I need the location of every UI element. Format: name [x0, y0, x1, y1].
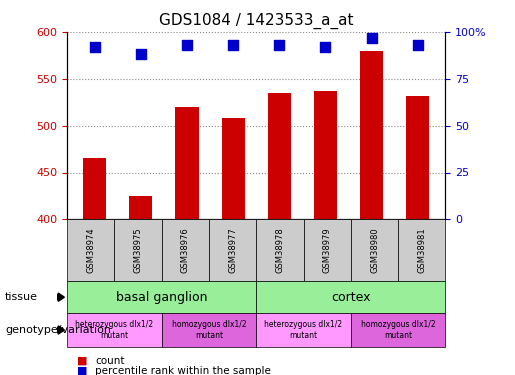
Text: GSM38974: GSM38974 — [86, 228, 95, 273]
Point — [368, 34, 376, 40]
Bar — [176, 107, 198, 219]
Text: GSM38981: GSM38981 — [417, 228, 426, 273]
Text: ■: ■ — [77, 356, 88, 366]
Bar — [129, 196, 152, 219]
Point — [136, 51, 145, 57]
Text: cortex: cortex — [331, 291, 371, 304]
Text: GSM38977: GSM38977 — [228, 227, 237, 273]
Text: homozygous dlx1/2
mutant: homozygous dlx1/2 mutant — [171, 320, 246, 340]
Point — [321, 44, 330, 50]
Bar — [360, 51, 383, 219]
Bar — [314, 91, 337, 219]
Text: GSM38975: GSM38975 — [133, 228, 143, 273]
Point — [229, 42, 237, 48]
Bar — [406, 96, 430, 219]
Text: ■: ■ — [77, 366, 88, 375]
Point — [275, 42, 283, 48]
Title: GDS1084 / 1423533_a_at: GDS1084 / 1423533_a_at — [159, 13, 353, 29]
Point — [414, 42, 422, 48]
Text: count: count — [95, 356, 125, 366]
Point — [183, 42, 191, 48]
Point — [91, 44, 99, 50]
Text: GSM38979: GSM38979 — [323, 228, 332, 273]
Text: genotype/variation: genotype/variation — [5, 325, 111, 335]
Bar — [268, 93, 291, 219]
Text: GSM38976: GSM38976 — [181, 227, 190, 273]
Text: GSM38978: GSM38978 — [276, 227, 284, 273]
Text: percentile rank within the sample: percentile rank within the sample — [95, 366, 271, 375]
Text: basal ganglion: basal ganglion — [116, 291, 208, 304]
Text: GSM38980: GSM38980 — [370, 228, 379, 273]
Bar — [221, 118, 245, 219]
Bar — [83, 158, 106, 219]
Text: homozygous dlx1/2
mutant: homozygous dlx1/2 mutant — [361, 320, 436, 340]
Text: heterozygous dlx1/2
mutant: heterozygous dlx1/2 mutant — [75, 320, 153, 340]
Text: tissue: tissue — [5, 292, 38, 302]
Text: heterozygous dlx1/2
mutant: heterozygous dlx1/2 mutant — [265, 320, 342, 340]
